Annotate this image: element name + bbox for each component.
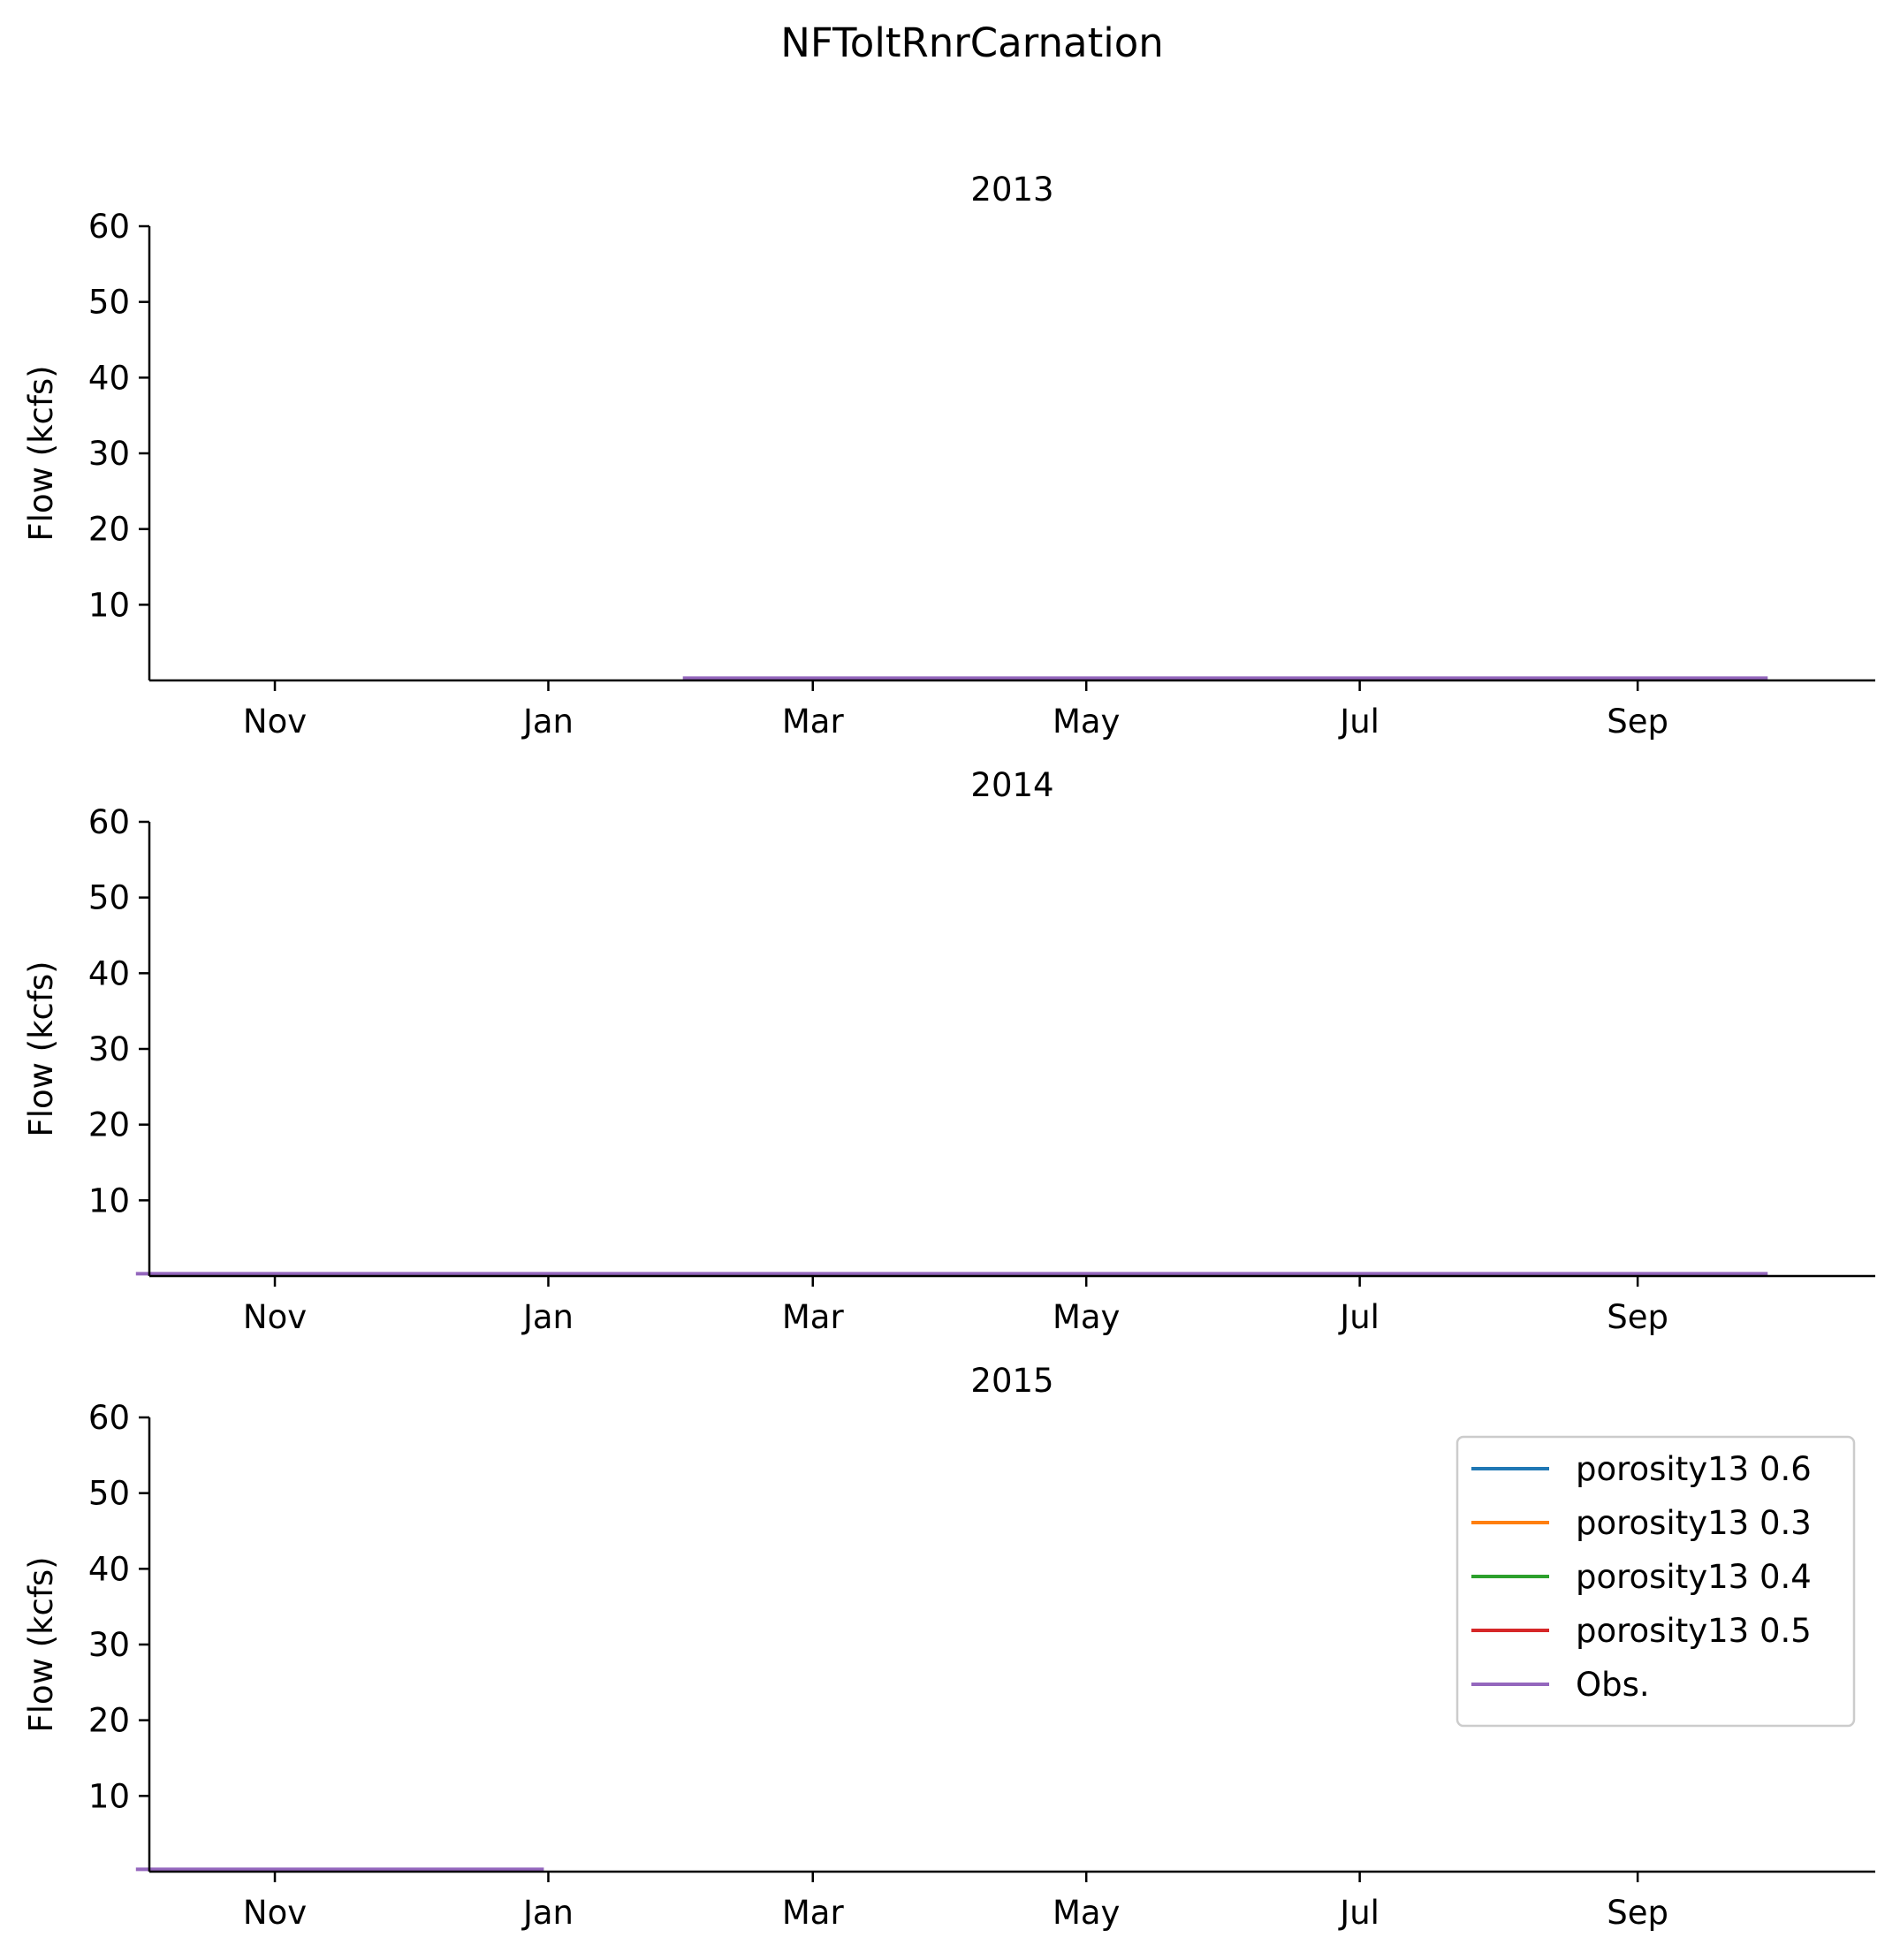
x-tick-label: Mar — [782, 1894, 845, 1932]
x-tick-label: Nov — [243, 1894, 307, 1932]
legend-label: porosity13 0.5 — [1576, 1612, 1812, 1650]
subplot-2013: 2013 10 20 30 40 50 60 Nov Jan Mar May Jul Sep Flow (… — [22, 171, 1875, 741]
subplot-title: 2015 — [970, 1362, 1053, 1400]
x-tick-label: May — [1053, 1298, 1121, 1336]
y-tick-label: 30 — [88, 435, 130, 473]
subplot-title: 2013 — [970, 171, 1053, 209]
y-tick-label: 30 — [88, 1626, 130, 1664]
y-axis-label: Flow (kcfs) — [22, 961, 60, 1136]
legend-label: Obs. — [1576, 1666, 1650, 1704]
y-tick-label: 10 — [88, 1181, 130, 1219]
x-tick-label: Jul — [1338, 1298, 1379, 1336]
y-tick-label: 60 — [88, 208, 130, 246]
subplots: 2013 10 20 30 40 50 60 Nov Jan Mar May Jul Sep Flow (… — [22, 171, 1875, 1932]
x-tick-label: Jul — [1338, 1894, 1379, 1932]
x-tick-label: Jan — [521, 703, 574, 741]
x-tick-label: May — [1053, 1894, 1121, 1932]
y-tick-label: 20 — [88, 511, 130, 549]
x-tick-label: Sep — [1607, 1894, 1668, 1932]
x-tick-label: Mar — [782, 703, 845, 741]
x-tick-label: Nov — [243, 703, 307, 741]
subplot-2015: 2015 10 20 30 40 50 60 Nov Jan Mar May Jul Sep Flow (… — [22, 1362, 1875, 1932]
y-tick-label: 50 — [88, 284, 130, 322]
x-tick-label: May — [1053, 703, 1121, 741]
y-tick-label: 20 — [88, 1106, 130, 1144]
y-axis-label: Flow (kcfs) — [22, 1556, 60, 1732]
y-axis-label: Flow (kcfs) — [22, 365, 60, 541]
legend-label: porosity13 0.6 — [1576, 1450, 1812, 1488]
figure-title: NFToltRnrCarnation — [780, 19, 1164, 66]
legend-label: porosity13 0.4 — [1576, 1558, 1812, 1596]
x-tick-label: Jan — [521, 1894, 574, 1932]
legend-frame — [1455, 1435, 1856, 1728]
y-tick-label: 40 — [88, 1550, 130, 1588]
y-tick-label: 10 — [88, 586, 130, 624]
x-tick-label: Mar — [782, 1298, 845, 1336]
x-tick-label: Jul — [1338, 703, 1379, 741]
y-tick-label: 40 — [88, 954, 130, 992]
x-tick-label: Sep — [1607, 1298, 1668, 1336]
y-tick-label: 30 — [88, 1030, 130, 1068]
subplot-2014: 2014 10 20 30 40 50 60 Nov Jan Mar May Jul Sep Flow (… — [22, 766, 1875, 1336]
y-tick-label: 50 — [88, 1475, 130, 1513]
legend: porosity13 0.6 porosity13 0.3 porosity13 0… — [1455, 1435, 1856, 1728]
y-tick-label: 20 — [88, 1702, 130, 1740]
y-tick-label: 40 — [88, 359, 130, 397]
subplot-title: 2014 — [970, 766, 1053, 804]
x-tick-label: Sep — [1607, 703, 1668, 741]
x-tick-label: Jan — [521, 1298, 574, 1336]
y-tick-label: 50 — [88, 879, 130, 917]
y-tick-label: 60 — [88, 803, 130, 841]
x-tick-label: Nov — [243, 1298, 307, 1336]
legend-label: porosity13 0.3 — [1576, 1504, 1812, 1542]
y-tick-label: 10 — [88, 1777, 130, 1815]
y-tick-label: 60 — [88, 1399, 130, 1437]
